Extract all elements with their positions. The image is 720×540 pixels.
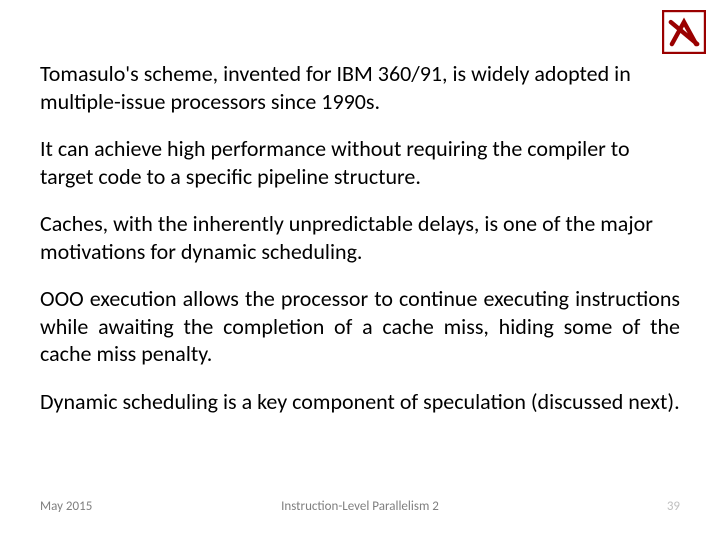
paragraph-2: It can achieve high performance without … [40, 135, 680, 190]
slide: Tomasulo's scheme, invented for IBM 360/… [0, 0, 720, 540]
footer-page-number: 39 [667, 499, 680, 514]
paragraph-5: Dynamic scheduling is a key component of… [40, 388, 680, 416]
footer-date: May 2015 [40, 499, 92, 514]
paragraph-1: Tomasulo's scheme, invented for IBM 360/… [40, 60, 680, 115]
paragraph-4: OOO execution allows the processor to co… [40, 285, 680, 368]
institution-logo [662, 10, 706, 54]
slide-footer: May 2015 Instruction-Level Parallelism 2… [40, 499, 680, 514]
paragraph-3: Caches, with the inherently unpredictabl… [40, 210, 680, 265]
footer-title: Instruction-Level Parallelism 2 [281, 499, 439, 514]
logo-icon [662, 10, 706, 54]
